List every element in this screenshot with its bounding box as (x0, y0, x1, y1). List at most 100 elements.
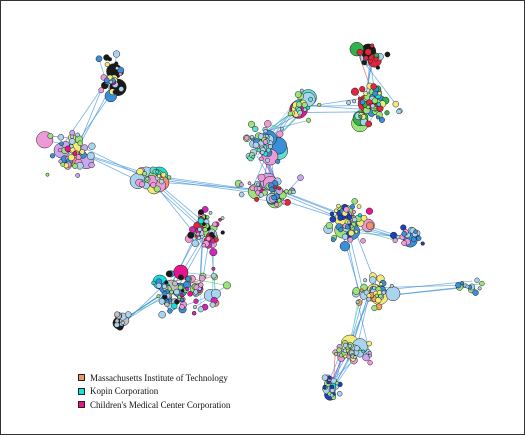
network-node (360, 100, 365, 105)
network-node (105, 62, 110, 67)
network-node (338, 215, 343, 220)
network-node (359, 115, 363, 119)
network-node (335, 382, 339, 386)
network-node (259, 193, 264, 198)
nodes (36, 42, 484, 400)
network-node (69, 138, 75, 144)
network-node (328, 376, 332, 380)
network-node (198, 227, 202, 231)
network-node (352, 210, 356, 214)
network-node (411, 237, 416, 242)
network-node (330, 212, 334, 216)
network-node (344, 355, 347, 358)
network-node (377, 102, 381, 106)
network-node (478, 287, 482, 291)
network-node (257, 186, 261, 190)
network-node (365, 49, 372, 56)
network-node (114, 312, 120, 318)
network-node (164, 280, 168, 284)
network-node (379, 117, 384, 122)
network-node (364, 56, 369, 61)
network-node (260, 150, 264, 154)
network-node (330, 216, 336, 222)
network-node (258, 174, 265, 181)
network-node (76, 173, 80, 177)
network-node (390, 284, 394, 288)
network-node (223, 282, 230, 289)
network-node (372, 286, 376, 290)
network-node (73, 164, 78, 169)
network-node (157, 295, 160, 298)
network-node (366, 222, 374, 230)
network-node (119, 73, 122, 76)
network-node (58, 148, 62, 152)
legend-swatch-childrens (78, 401, 85, 408)
network-node (189, 226, 195, 232)
network-node (292, 190, 296, 194)
network-node (340, 241, 350, 251)
network-node (115, 66, 118, 69)
network-node (379, 294, 383, 298)
network-node (298, 110, 303, 115)
legend-label-kopin: Kopin Corporation (90, 386, 158, 396)
network-node (366, 208, 373, 215)
network-node (264, 129, 268, 133)
network-node (326, 222, 333, 229)
network-node (352, 217, 357, 222)
network-node (167, 175, 171, 179)
legend-label-childrens: Children's Medical Center Corporation (90, 400, 230, 410)
network-node (259, 157, 263, 161)
network-node (73, 151, 77, 155)
network-node (361, 215, 367, 221)
network-node (361, 238, 366, 243)
network-node (50, 154, 55, 159)
network-node (339, 354, 343, 358)
network-node (306, 118, 311, 123)
network-node (268, 145, 272, 149)
network-node (159, 179, 164, 184)
network-node (210, 302, 215, 307)
network-node (343, 349, 347, 353)
network-node (87, 152, 94, 159)
network-node (402, 240, 407, 245)
network-node (199, 275, 205, 281)
network-node (337, 348, 342, 353)
network-node (218, 218, 221, 221)
network-node (151, 182, 156, 187)
network-node (353, 287, 360, 294)
network-node (221, 231, 225, 235)
network-node (70, 135, 74, 139)
network-node (275, 203, 279, 207)
network-node (174, 289, 180, 295)
network-node (180, 298, 184, 302)
network-node (161, 172, 166, 177)
network-node (353, 355, 356, 358)
network-node (288, 111, 293, 116)
network-node (159, 311, 166, 318)
network-node (393, 101, 399, 107)
network-node (139, 182, 144, 187)
network-node (194, 299, 199, 304)
network-node (104, 78, 109, 83)
network-node (374, 57, 378, 61)
network-node (336, 204, 340, 208)
network-node (344, 207, 350, 213)
network-node (59, 160, 63, 164)
network-node (308, 97, 312, 101)
network-node (367, 341, 372, 346)
network-node (382, 291, 386, 295)
network-node (121, 321, 125, 325)
network-node (334, 209, 338, 213)
network-node (244, 136, 249, 141)
network-node (355, 230, 358, 233)
network-node (347, 215, 352, 220)
network-node (265, 158, 269, 162)
network-node (96, 56, 102, 62)
network-node (250, 135, 254, 139)
network-node (165, 302, 170, 307)
network-node (277, 131, 284, 138)
network-node (248, 182, 251, 185)
network-node (375, 294, 379, 298)
network-node (475, 278, 480, 283)
